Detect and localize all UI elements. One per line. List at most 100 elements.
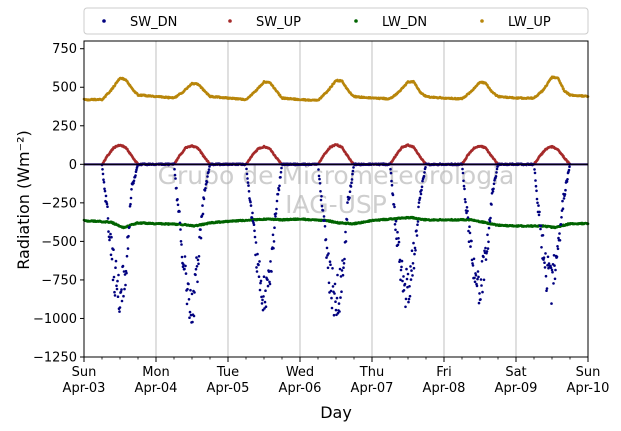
legend-label: SW_UP [256,15,301,30]
data-point [189,313,193,317]
data-point [491,190,495,193]
data-point [189,288,192,292]
data-point [266,278,269,282]
data-point [411,274,414,277]
x-axis: SunApr-03MonApr-04TueApr-05WedApr-06ThuA… [63,357,609,396]
data-point [181,265,185,269]
data-point [352,166,355,169]
data-point [173,173,177,177]
data-point [274,215,277,218]
y-axis-title: Radiation (Wm⁻²) [14,130,33,269]
data-point [413,252,416,256]
data-point [246,181,250,184]
data-point [106,205,109,208]
data-point [485,250,489,253]
data-point [344,240,348,243]
data-point [204,183,208,186]
data-point [396,230,399,234]
data-point [179,228,182,231]
data-point [410,249,414,252]
data-point [264,305,268,309]
data-point [318,177,321,181]
data-point [112,275,116,279]
data-point [129,196,133,200]
data-point [248,197,251,200]
legend: SW_DN SW_UP LW_DN LW_UP [83,7,589,35]
data-point [495,167,499,171]
data-point [199,228,202,231]
data-point [394,219,398,223]
data-point [119,290,123,294]
data-point [251,211,254,215]
data-point [180,243,183,246]
data-point [466,209,469,213]
data-point [116,279,119,283]
data-point [539,227,542,231]
data-point [275,199,279,203]
data-point [394,228,397,232]
data-point [568,165,571,168]
data-point [108,238,111,242]
data-point [412,266,416,270]
data-point [478,292,481,295]
data-point [542,256,546,260]
data-point [463,187,466,191]
data-point [323,225,327,228]
data-point [550,268,554,272]
data-point [546,255,550,259]
data-point [254,241,258,244]
data-point [472,257,476,261]
data-point [533,171,537,175]
data-point [320,204,324,208]
data-point [543,261,546,265]
data-point [187,282,190,286]
data-point [110,235,113,239]
data-point [416,223,419,226]
data-point [321,209,325,212]
legend-marker [102,19,106,23]
data-point [173,167,176,171]
data-point [490,203,493,206]
data-point [467,229,470,233]
data-point [534,184,538,188]
data-point [102,180,106,184]
data-point [109,232,112,236]
data-point [391,193,395,197]
data-point [406,272,410,276]
data-point [535,189,538,193]
data-point [534,179,537,182]
data-point [464,200,467,204]
data-point [101,172,105,176]
data-point [206,175,209,178]
data-point [329,289,333,293]
data-point [267,270,271,273]
data-point [252,223,256,226]
data-point [562,197,566,200]
data-point [473,276,476,280]
data-point [254,253,257,257]
data-point [470,258,474,262]
data-point [489,216,492,220]
data-point [245,172,249,176]
data-point [180,255,184,259]
data-point [328,260,332,264]
data-point [130,188,133,191]
data-point [184,272,188,275]
data-point [185,302,189,306]
data-point [263,307,266,310]
data-point [566,178,569,181]
x-tick-label-day: Fri [436,365,452,380]
data-point [401,279,404,283]
data-point [480,284,483,287]
data-point [256,252,259,256]
data-point [405,277,409,281]
data-point [465,206,469,209]
legend-marker [354,19,358,23]
data-point [479,278,483,281]
data-point [390,179,393,183]
data-point [274,212,278,215]
y-tick-label: −250 [41,196,77,211]
data-point [546,264,549,267]
data-point [327,281,331,285]
data-point [134,174,137,177]
